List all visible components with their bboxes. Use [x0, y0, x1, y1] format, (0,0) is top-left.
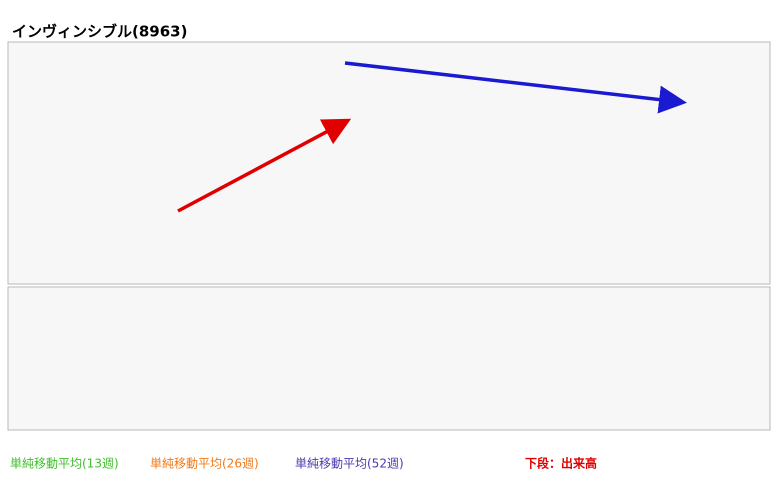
volume-panel: [7, 286, 771, 431]
trend-arrow-up: [177, 118, 352, 213]
legend-volume: 下段：出来高: [525, 456, 597, 471]
price-panel: [7, 41, 771, 285]
legend-ma52: 単純移動平均(52週): [295, 457, 404, 471]
chart-title: インヴィンシブル(8963): [12, 23, 187, 41]
legend-ma13: 単純移動平均(13週): [10, 457, 119, 471]
trend-arrow-down: [344, 61, 687, 114]
legend-ma26: 単純移動平均(26週): [150, 457, 259, 471]
